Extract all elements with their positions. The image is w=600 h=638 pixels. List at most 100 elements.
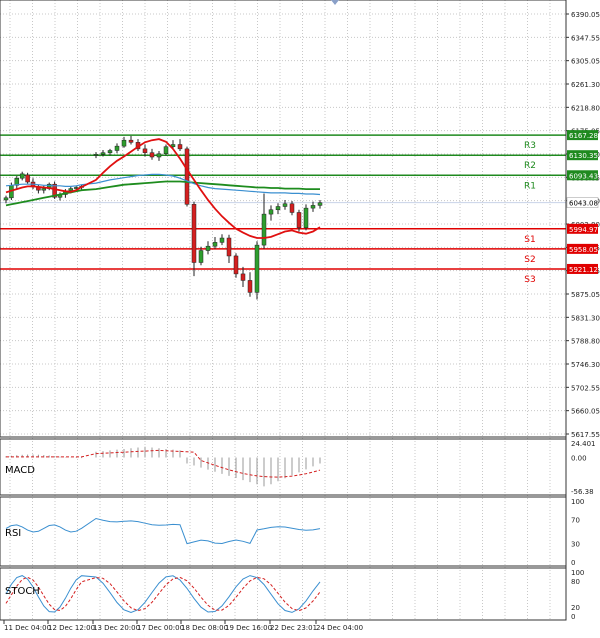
- candle-body: [275, 206, 281, 211]
- candle-body: [282, 203, 288, 207]
- stoch-tick-label: 100: [571, 569, 584, 577]
- y-tick-label: 5660.05: [571, 408, 600, 416]
- level-price-badge: [567, 170, 598, 181]
- candle-body: [100, 152, 106, 155]
- macd-tick-label: 0.00: [571, 454, 587, 462]
- level-price-badge: [567, 130, 598, 141]
- y-tick-label: 6218.80: [571, 104, 600, 112]
- x-tick-label: 22 Dec 23:01: [270, 624, 317, 632]
- rsi-tick-label: 0: [571, 559, 575, 567]
- x-tick-label: 17 Dec 00:00: [137, 624, 184, 632]
- candle-body: [247, 280, 253, 293]
- candle-body: [149, 152, 155, 158]
- stoch-d-line: [5, 576, 321, 612]
- level-price-label: 6167.28: [569, 132, 598, 140]
- x-tick-label: 19 Dec 16:00: [225, 624, 272, 632]
- macd-label: MACD: [5, 465, 35, 476]
- ma-mid-line: [5, 173, 321, 196]
- candle-body: [205, 245, 211, 251]
- level-name: S1: [524, 235, 535, 245]
- level-name: R2: [524, 161, 536, 171]
- ma-fast-line: [5, 138, 321, 239]
- level-price-badge: [567, 223, 598, 234]
- y-tick-label: 5617.55: [571, 431, 600, 439]
- price-panel: R3 R2 R1 S1 S2 S3: [0, 134, 566, 300]
- candle-body: [212, 242, 218, 247]
- stoch-tick-label: 20: [571, 604, 580, 612]
- stoch-k-line: [5, 575, 321, 614]
- level-price-badge: [567, 243, 598, 254]
- y-tick-label: 5702.55: [571, 384, 600, 392]
- level-name: S2: [524, 255, 535, 265]
- stoch-label: STOCH: [5, 586, 40, 597]
- y-tick-label: 5788.80: [571, 338, 600, 346]
- y-tick-label: 6305.05: [571, 58, 600, 66]
- level-price-label: 6093.43: [569, 172, 598, 180]
- x-tick-label: 24 Dec 04:00: [316, 624, 363, 632]
- candle-body: [19, 173, 25, 179]
- candle-body: [296, 212, 302, 228]
- candle-body: [114, 145, 120, 151]
- stoch-tick-label: 80: [571, 578, 580, 586]
- grid: [0, 0, 565, 620]
- candle-body: [156, 153, 162, 158]
- candle-body: [121, 139, 127, 147]
- level-price-label: 5958.05: [569, 246, 598, 254]
- candle-body: [289, 203, 295, 213]
- candle-body: [254, 244, 260, 293]
- y-tick-label: 5746.30: [571, 361, 600, 369]
- y-tick-label: 6347.55: [571, 34, 600, 42]
- candle-body: [184, 148, 190, 205]
- candle-body: [41, 188, 47, 191]
- candle-body: [261, 213, 267, 246]
- scroll-marker-icon[interactable]: [331, 0, 339, 5]
- macd-panel: [5, 446, 321, 487]
- rsi-panel: [5, 517, 321, 545]
- candle-body: [268, 209, 274, 215]
- macd-tick-label: -56.38: [571, 488, 594, 496]
- level-name: R3: [524, 141, 536, 151]
- current-price-label: 6043.08: [569, 200, 598, 208]
- candle-body: [142, 148, 148, 153]
- level-price-label: 5994.97: [569, 226, 598, 234]
- level-price-badge: [567, 150, 598, 161]
- candle-body: [177, 144, 183, 150]
- y-tick-label: 5831.30: [571, 314, 600, 322]
- candle-body: [240, 273, 246, 281]
- candle-body: [303, 207, 309, 228]
- rsi-tick-label: 70: [571, 516, 580, 524]
- candle-body: [93, 154, 99, 156]
- candle-body: [52, 183, 57, 198]
- rsi-tick-label: 100: [571, 498, 584, 506]
- x-tick-label: 18 Dec 08:00: [181, 624, 228, 632]
- candle-body: [3, 197, 9, 201]
- level-name: R1: [524, 181, 536, 191]
- x-tick-label: 11 Dec 04:00: [4, 624, 51, 632]
- stoch-tick-label: 0: [571, 613, 575, 621]
- y-tick-label: 6390.05: [571, 11, 600, 19]
- x-tick-label: 13 Dec 20:00: [93, 624, 140, 632]
- macd-signal-line: [6, 449, 321, 478]
- level-name: S3: [524, 275, 535, 285]
- candle-body: [25, 174, 30, 183]
- ma-slow-line: [5, 180, 320, 207]
- level-price-badge: [567, 263, 598, 274]
- rsi-tick-label: 30: [571, 541, 580, 549]
- candle-body: [233, 255, 239, 275]
- candle-body: [226, 237, 232, 257]
- candle-body: [198, 250, 204, 263]
- candle-body: [107, 150, 113, 153]
- candle-body: [310, 205, 316, 209]
- rsi-label: RSI: [5, 528, 21, 539]
- candle-body: [163, 146, 169, 155]
- macd-tick-label: 24.401: [571, 440, 596, 448]
- candle-body: [219, 237, 225, 243]
- candle-body: [68, 188, 74, 191]
- candle-body: [191, 204, 197, 263]
- candle-body: [128, 139, 134, 143]
- y-tick-label: 5875.05: [571, 291, 600, 299]
- level-price-label: 5921.12: [569, 266, 598, 274]
- x-tick-label: 12 Dec 12:00: [48, 624, 95, 632]
